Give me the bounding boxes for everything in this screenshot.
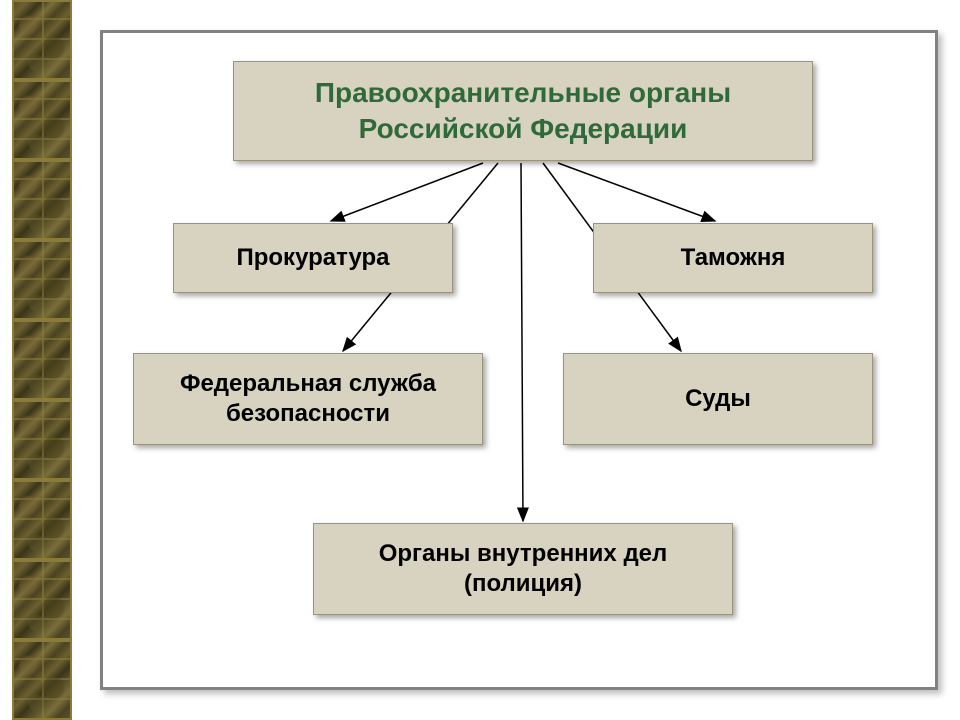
node-n4: Суды: [563, 353, 873, 445]
sidebar-tile: [12, 80, 72, 160]
sidebar-tile: [12, 480, 72, 560]
sidebar-tile: [12, 560, 72, 640]
decorative-sidebar: [12, 0, 72, 720]
diagram-frame: Правоохранительные органы Российской Фед…: [100, 30, 938, 690]
title-line-1: Правоохранительные органы: [315, 75, 731, 111]
sidebar-tile: [12, 640, 72, 720]
node-n3: Федеральная служба безопасности: [133, 353, 483, 445]
node-n1: Прокуратура: [173, 223, 453, 293]
sidebar-tile: [12, 400, 72, 480]
node-n2: Таможня: [593, 223, 873, 293]
title-line-2: Российской Федерации: [315, 111, 731, 147]
sidebar-tile: [12, 240, 72, 320]
root-node: Правоохранительные органы Российской Фед…: [233, 61, 813, 161]
sidebar-tile: [12, 0, 72, 80]
sidebar-tile: [12, 160, 72, 240]
sidebar-tile: [12, 320, 72, 400]
node-n5: Органы внутренних дел (полиция): [313, 523, 733, 615]
